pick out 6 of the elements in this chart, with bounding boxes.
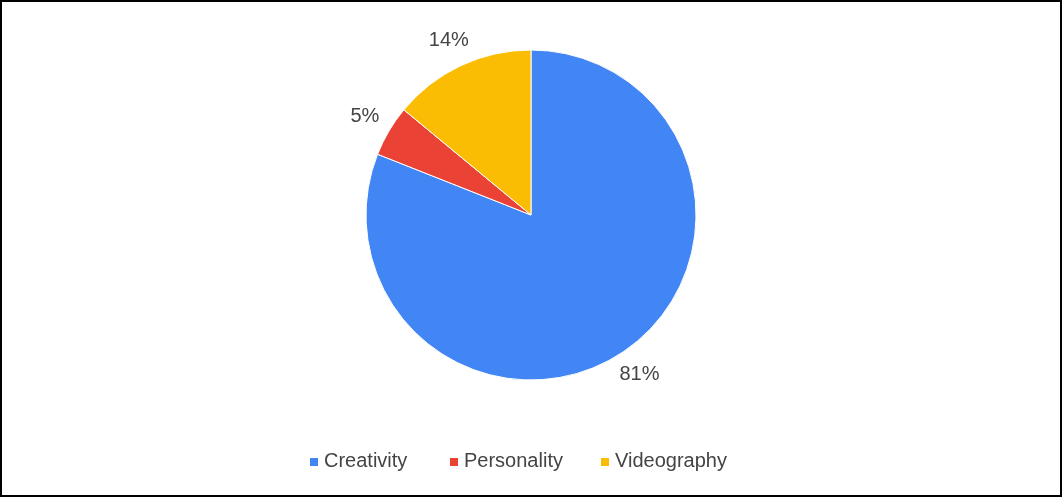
legend-label: Personality xyxy=(464,449,563,472)
data-label: 5% xyxy=(350,104,380,127)
data-label: 81% xyxy=(619,361,660,384)
legend-label: Creativity xyxy=(324,449,408,472)
legend-label: Videography xyxy=(615,449,727,472)
data-label: 14% xyxy=(428,27,470,50)
